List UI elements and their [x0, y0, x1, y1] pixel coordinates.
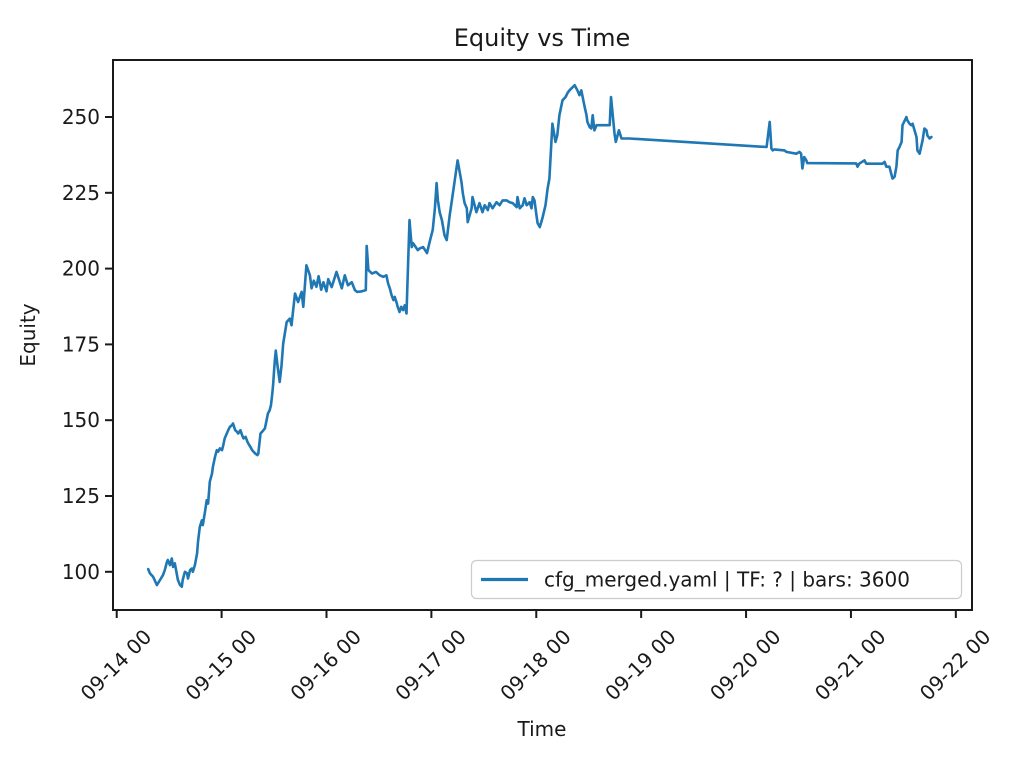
axes-frame — [112, 59, 973, 611]
legend-box — [470, 559, 963, 600]
y-tick-label: 175 — [62, 332, 100, 356]
x-axis-label: Time — [517, 717, 567, 741]
y-tick-label: 200 — [62, 257, 100, 281]
legend: cfg_merged.yaml | TF: ? | bars: 3600 — [470, 559, 963, 600]
y-tick-label: 125 — [62, 484, 100, 508]
y-tick-label: 100 — [62, 560, 100, 584]
y-axis-label: Equity — [16, 303, 40, 366]
y-axis-ticks: 100 125 150 175 200 225 250 — [62, 105, 113, 584]
y-tick-label: 250 — [62, 105, 100, 129]
y-tick-label: 150 — [62, 408, 100, 432]
chart-title: Equity vs Time — [454, 24, 631, 52]
equity-series-line — [146, 83, 933, 589]
y-tick-label: 225 — [62, 181, 100, 205]
legend-label: cfg_merged.yaml | TF: ? | bars: 3600 — [544, 568, 910, 592]
